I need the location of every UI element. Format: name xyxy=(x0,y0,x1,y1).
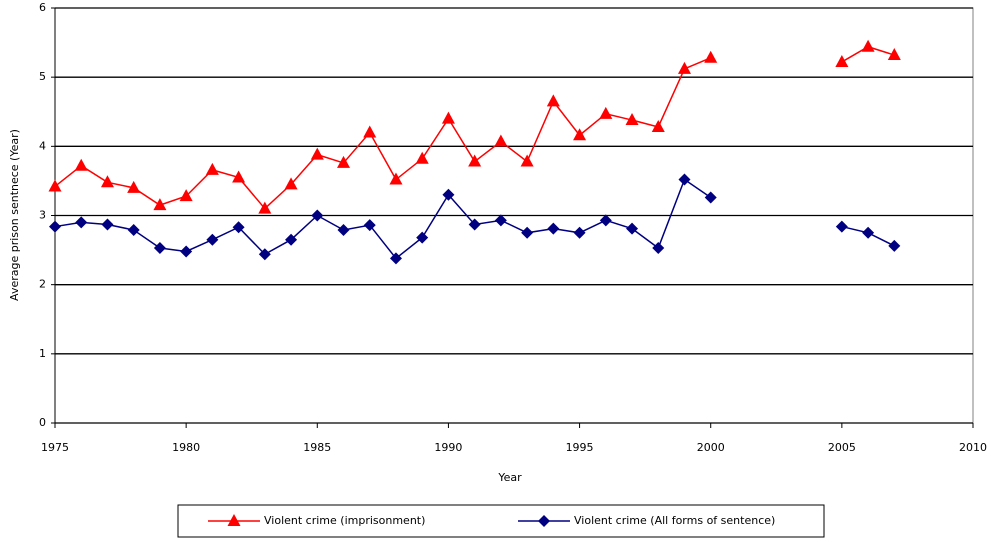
x-tick-label: 1995 xyxy=(566,441,594,454)
diamond-marker xyxy=(442,188,455,201)
triangle-marker xyxy=(441,111,455,124)
diamond-marker xyxy=(363,219,376,232)
diamond-marker xyxy=(494,214,507,227)
triangle-marker xyxy=(100,175,114,188)
legend-label: Violent crime (imprisonment) xyxy=(264,514,425,527)
y-tick-label: 6 xyxy=(39,1,46,14)
triangle-marker xyxy=(227,514,241,526)
triangle-marker xyxy=(179,189,193,202)
triangle-marker xyxy=(153,198,167,211)
diamond-marker xyxy=(521,226,534,239)
diamond-marker xyxy=(416,231,429,244)
triangle-marker xyxy=(468,154,482,167)
diamond-marker xyxy=(888,239,901,252)
diamond-marker xyxy=(101,218,114,231)
diamond-marker xyxy=(704,191,717,204)
diamond-marker xyxy=(599,214,612,227)
triangle-marker xyxy=(861,39,875,52)
triangle-marker xyxy=(337,155,351,168)
legend-label: Violent crime (All forms of sentence) xyxy=(574,514,775,527)
triangle-marker xyxy=(835,54,849,67)
triangle-marker xyxy=(520,154,534,167)
triangle-marker xyxy=(599,106,613,119)
diamond-marker xyxy=(258,248,271,261)
triangle-marker xyxy=(573,128,587,141)
triangle-marker xyxy=(494,134,508,147)
triangle-marker xyxy=(363,125,377,138)
y-tick-label: 3 xyxy=(39,209,46,222)
diamond-marker xyxy=(75,216,88,229)
diamond-marker xyxy=(49,220,61,233)
diamond-marker xyxy=(573,226,586,239)
x-tick-label: 1985 xyxy=(303,441,331,454)
x-tick-label: 1975 xyxy=(41,441,69,454)
diamond-marker xyxy=(337,224,350,237)
diamond-marker xyxy=(206,233,219,246)
x-tick-label: 1990 xyxy=(434,441,462,454)
triangle-marker xyxy=(258,201,272,214)
y-tick-label: 2 xyxy=(39,278,46,291)
triangle-marker xyxy=(704,50,718,63)
triangle-marker xyxy=(415,151,429,164)
diamond-marker xyxy=(678,173,691,186)
diamond-marker xyxy=(538,515,550,527)
diamond-marker xyxy=(547,222,560,235)
diamond-marker xyxy=(232,221,245,234)
diamond-marker xyxy=(652,242,665,255)
x-tick-label: 2000 xyxy=(697,441,725,454)
y-tick-label: 1 xyxy=(39,347,46,360)
triangle-marker xyxy=(625,113,639,126)
triangle-marker xyxy=(887,48,901,61)
x-axis-label: Year xyxy=(497,471,522,484)
triangle-marker xyxy=(546,94,560,107)
diamond-marker xyxy=(311,209,324,222)
diamond-marker xyxy=(468,218,481,231)
triangle-marker xyxy=(284,177,298,190)
triangle-marker xyxy=(232,170,246,183)
y-axis-label: Average prison sentnece (Year) xyxy=(8,129,21,301)
triangle-marker xyxy=(74,158,88,171)
x-tick-label: 2010 xyxy=(959,441,987,454)
diamond-marker xyxy=(285,233,298,246)
diamond-marker xyxy=(389,252,402,265)
triangle-marker xyxy=(205,162,219,175)
legend-box xyxy=(177,504,825,538)
triangle-marker xyxy=(677,61,691,74)
y-tick-label: 4 xyxy=(39,139,46,152)
triangle-marker xyxy=(389,172,403,185)
triangle-marker xyxy=(310,147,324,160)
triangle-marker xyxy=(127,180,141,193)
diamond-marker xyxy=(626,222,639,235)
diamond-marker xyxy=(180,245,193,258)
diamond-marker xyxy=(835,220,848,233)
y-tick-label: 0 xyxy=(39,416,46,429)
triangle-marker xyxy=(651,119,665,132)
y-tick-label: 5 xyxy=(39,70,46,83)
x-tick-label: 1980 xyxy=(172,441,200,454)
triangle-marker xyxy=(48,179,62,192)
diamond-marker xyxy=(862,226,875,239)
diamond-marker xyxy=(127,224,140,237)
x-tick-label: 2005 xyxy=(828,441,856,454)
diamond-marker xyxy=(153,242,166,255)
